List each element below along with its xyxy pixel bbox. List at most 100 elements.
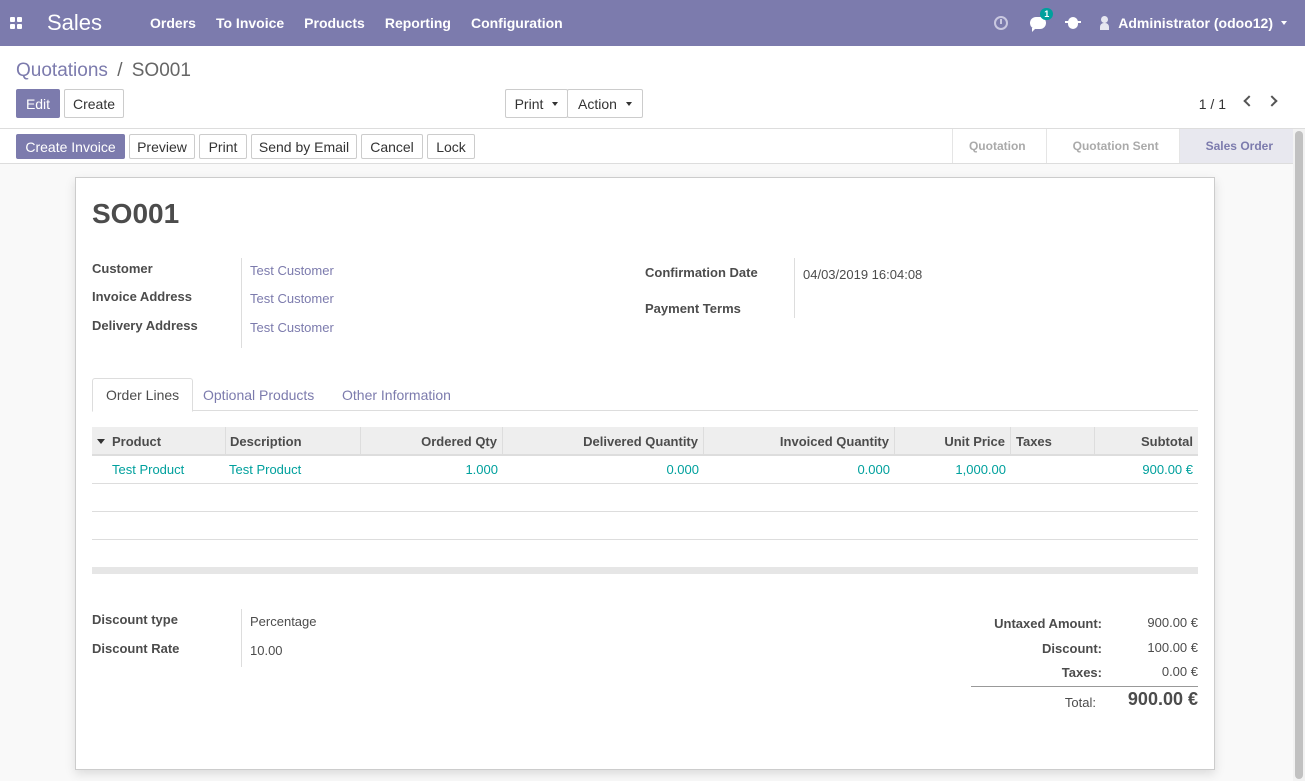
breadcrumb-quotations[interactable]: Quotations	[16, 60, 108, 81]
print-dropdown-label: Print	[514, 95, 544, 112]
main-menu: Orders To Invoice Products Reporting Con…	[150, 15, 583, 31]
lock-button[interactable]: Lock	[427, 134, 475, 159]
action-dropdown-label: Action	[578, 95, 617, 112]
order-lines-table: Product Description Ordered Qty Delivere…	[92, 427, 1198, 574]
customer-label: Customer	[92, 261, 153, 276]
discount-rate-field: 10.00	[250, 643, 283, 658]
total-label: Total:	[1064, 695, 1096, 710]
tab-other-information[interactable]: Other Information	[342, 386, 451, 403]
field-separator	[241, 258, 242, 348]
activity-clock-icon[interactable]	[994, 16, 1009, 30]
chevron-right-icon[interactable]	[1266, 95, 1278, 107]
user-avatar-icon	[1100, 16, 1110, 30]
caret-down-icon	[552, 101, 559, 106]
confirmation-date-label: Confirmation Date	[645, 265, 758, 280]
menu-configuration[interactable]: Configuration	[470, 15, 563, 31]
table-row[interactable]: Test Product Test Product 1.000 0.000 0.…	[92, 456, 1198, 484]
field-separator	[241, 609, 242, 667]
cell-product[interactable]: Test Product	[112, 462, 185, 477]
stage-quotation-sent[interactable]: Quotation Sent	[1045, 129, 1179, 163]
preview-button[interactable]: Preview	[129, 134, 195, 159]
pager-value[interactable]: 1 / 1	[1198, 96, 1226, 112]
taxes-total-label: Taxes:	[1061, 665, 1102, 680]
breadcrumb-separator: /	[117, 60, 123, 81]
create-invoice-button[interactable]: Create Invoice	[16, 134, 125, 159]
stage-quotation[interactable]: Quotation	[951, 129, 1046, 163]
menu-to-invoice[interactable]: To Invoice	[215, 15, 285, 31]
caret-down-icon[interactable]	[97, 439, 105, 444]
cell-unit-price: 1,000.00	[955, 462, 1006, 477]
col-delivered-quantity[interactable]: Delivered Quantity	[503, 427, 704, 456]
table-header: Product Description Ordered Qty Delivere…	[92, 427, 1198, 456]
payment-terms-label: Payment Terms	[645, 301, 741, 316]
discount-rate-label: Discount Rate	[92, 641, 180, 656]
col-unit-price[interactable]: Unit Price	[895, 427, 1011, 456]
stage-pipeline: Quotation Quotation Sent Sales Order	[951, 129, 1293, 163]
status-bar: Create Invoice Preview Print Send by Ema…	[0, 129, 1293, 164]
cell-taxes	[1011, 456, 1095, 483]
document-title: SO001	[92, 198, 180, 229]
form-sheet: SO001 Customer Test Customer Invoice Add…	[75, 177, 1215, 770]
print-dropdown[interactable]: Print	[505, 89, 568, 118]
invoice-address-label: Invoice Address	[92, 289, 192, 304]
breadcrumb-current: SO001	[131, 60, 191, 81]
cell-ordered-qty: 1.000	[465, 462, 498, 477]
debug-bug-icon[interactable]	[1065, 17, 1082, 29]
create-button[interactable]: Create	[64, 89, 124, 118]
tab-order-lines[interactable]: Order Lines	[92, 378, 194, 412]
empty-row	[92, 512, 1198, 540]
cell-delivered-qty: 0.000	[666, 462, 699, 477]
discount-type-field: Percentage	[250, 614, 317, 629]
navbar-systray: 1 Administrator (odoo12)	[994, 0, 1305, 46]
menu-reporting[interactable]: Reporting	[384, 15, 451, 31]
col-subtotal[interactable]: Subtotal	[1141, 434, 1193, 449]
notebook-tabs: Order Lines Optional Products Other Info…	[92, 378, 1198, 412]
col-taxes[interactable]: Taxes	[1011, 427, 1095, 456]
control-panel: Quotations / SO001 Edit Create Print Act…	[0, 46, 1305, 129]
untaxed-amount-value: 900.00 €	[1147, 615, 1198, 630]
user-name: Administrator (odoo12)	[1118, 15, 1273, 31]
totals-divider	[971, 686, 1198, 687]
caret-down-icon	[625, 101, 632, 106]
empty-row	[92, 484, 1198, 512]
col-ordered-qty[interactable]: Ordered Qty	[361, 427, 503, 456]
col-invoiced-quantity[interactable]: Invoiced Quantity	[704, 427, 895, 456]
stage-sales-order[interactable]: Sales Order	[1178, 129, 1293, 163]
print-button[interactable]: Print	[199, 134, 247, 159]
chevron-left-icon[interactable]	[1243, 95, 1255, 107]
apps-menu-icon[interactable]	[0, 0, 32, 46]
total-value: 900.00 €	[1127, 689, 1198, 709]
send-by-email-button[interactable]: Send by Email	[251, 134, 357, 159]
tab-optional-products[interactable]: Optional Products	[203, 386, 315, 403]
customer-field[interactable]: Test Customer	[250, 263, 334, 278]
messaging-icon[interactable]: 1	[1030, 8, 1054, 32]
app-brand[interactable]: Sales	[47, 10, 103, 35]
action-dropdown[interactable]: Action	[567, 89, 643, 118]
edit-button[interactable]: Edit	[16, 89, 60, 118]
top-navbar: Sales Orders To Invoice Products Reporti…	[0, 0, 1305, 46]
scrollbar-thumb[interactable]	[1295, 131, 1303, 779]
menu-orders[interactable]: Orders	[150, 15, 196, 31]
user-menu[interactable]: Administrator (odoo12)	[1100, 15, 1287, 31]
col-description[interactable]: Description	[225, 427, 361, 456]
delivery-address-field[interactable]: Test Customer	[250, 320, 334, 335]
menu-products[interactable]: Products	[304, 15, 365, 31]
confirmation-date-field: 04/03/2019 16:04:08	[803, 267, 923, 282]
invoice-address-field[interactable]: Test Customer	[250, 291, 334, 306]
cell-invoiced-qty: 0.000	[857, 462, 890, 477]
table-footer	[92, 567, 1198, 574]
cell-description: Test Product	[229, 462, 302, 477]
discount-type-label: Discount type	[92, 612, 178, 627]
untaxed-amount-label: Untaxed Amount:	[994, 616, 1102, 631]
cancel-button[interactable]: Cancel	[361, 134, 423, 159]
taxes-total-value: 0.00 €	[1161, 664, 1198, 679]
chevron-down-icon	[1281, 21, 1287, 25]
delivery-address-label: Delivery Address	[92, 318, 198, 333]
discount-total-label: Discount:	[1042, 641, 1102, 656]
field-separator	[794, 258, 795, 318]
breadcrumb: Quotations / SO001	[16, 60, 191, 82]
messages-badge: 1	[1040, 8, 1054, 20]
col-product[interactable]: Product	[107, 427, 226, 456]
discount-total-value: 100.00 €	[1147, 640, 1198, 655]
cell-subtotal: 900.00 €	[1142, 462, 1193, 477]
